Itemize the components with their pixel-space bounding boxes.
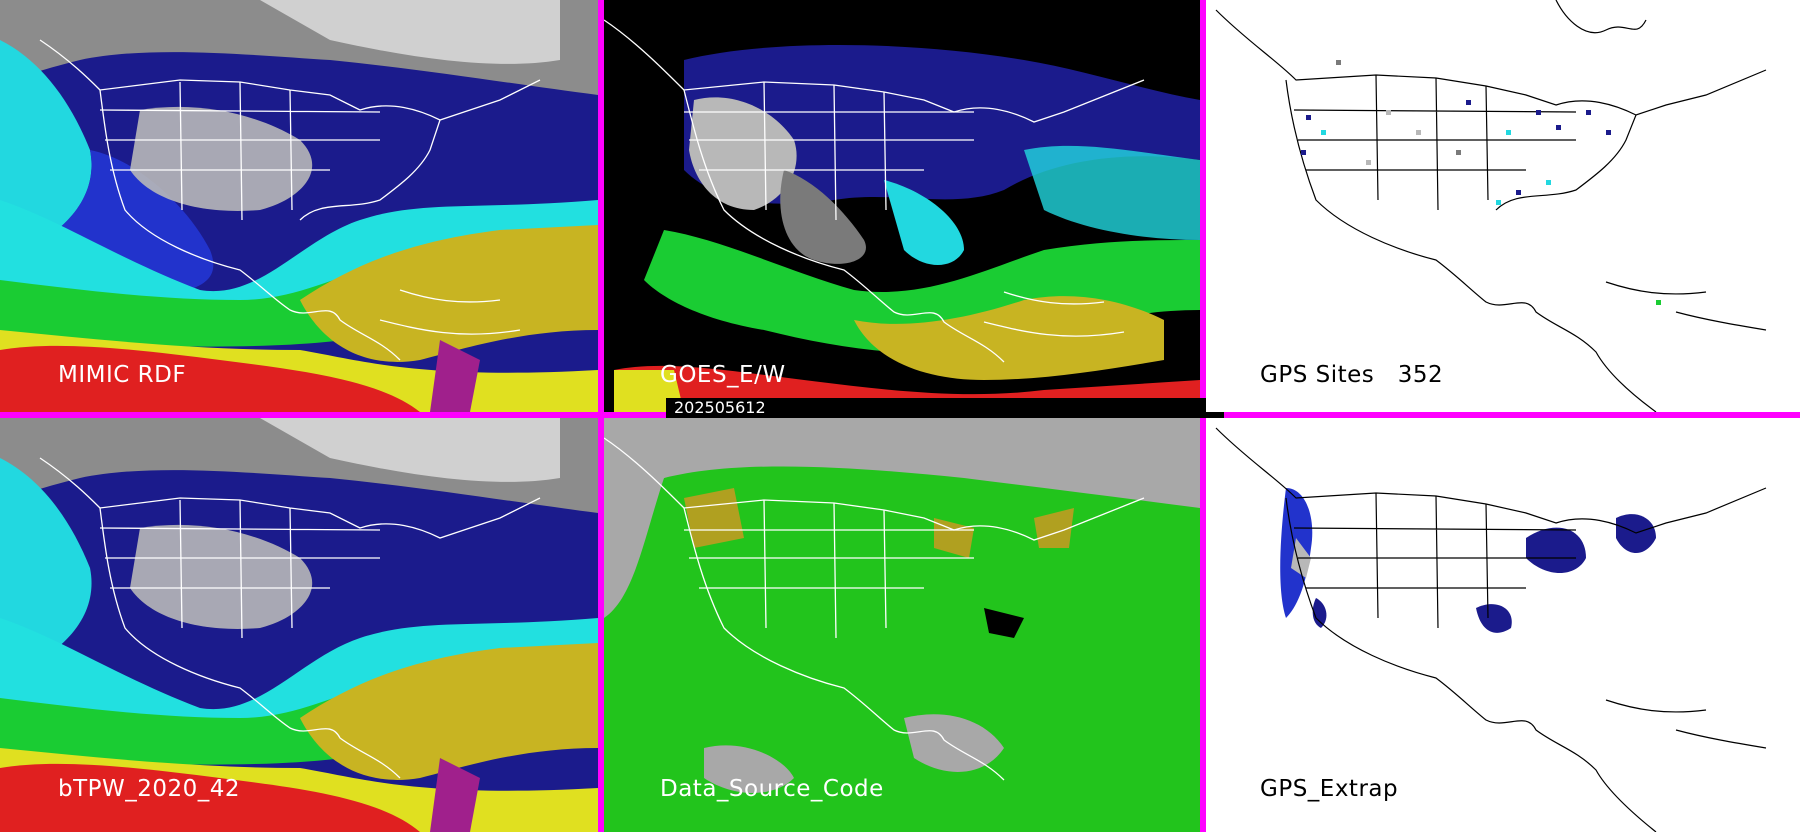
gps-extrap-map bbox=[1215, 427, 1767, 832]
mimic-rdf-panel: MIMIC RDF bbox=[0, 0, 598, 412]
goes-ew-panel: GOES_E/W bbox=[604, 0, 1200, 412]
map-outlines bbox=[604, 437, 1145, 781]
panel-label: GOES_E/W bbox=[660, 362, 786, 388]
map-outlines bbox=[39, 39, 541, 361]
gps-sites-map bbox=[1215, 0, 1767, 412]
gps-sites-panel: GPS Sites 352 bbox=[1206, 0, 1800, 412]
tpw-field-map bbox=[0, 418, 598, 832]
gps-extrap-panel: GPS_Extrap bbox=[1206, 418, 1800, 832]
panel-label: GPS Sites 352 bbox=[1260, 362, 1444, 388]
gps-site-markers bbox=[1301, 60, 1661, 305]
data-source-code-panel: Data_Source_Code bbox=[604, 418, 1200, 832]
panel-label: MIMIC RDF bbox=[58, 362, 187, 388]
panel-label: Data_Source_Code bbox=[660, 776, 884, 802]
map-outlines bbox=[604, 19, 1145, 363]
btpw-panel: bTPW_2020_42 bbox=[0, 418, 598, 832]
timestamp-bar: 202505612 bbox=[666, 398, 1224, 418]
panel-label: GPS_Extrap bbox=[1260, 776, 1399, 802]
panel-label: bTPW_2020_42 bbox=[58, 776, 241, 802]
map-outlines bbox=[39, 457, 541, 779]
tpw-field-map bbox=[0, 0, 598, 412]
